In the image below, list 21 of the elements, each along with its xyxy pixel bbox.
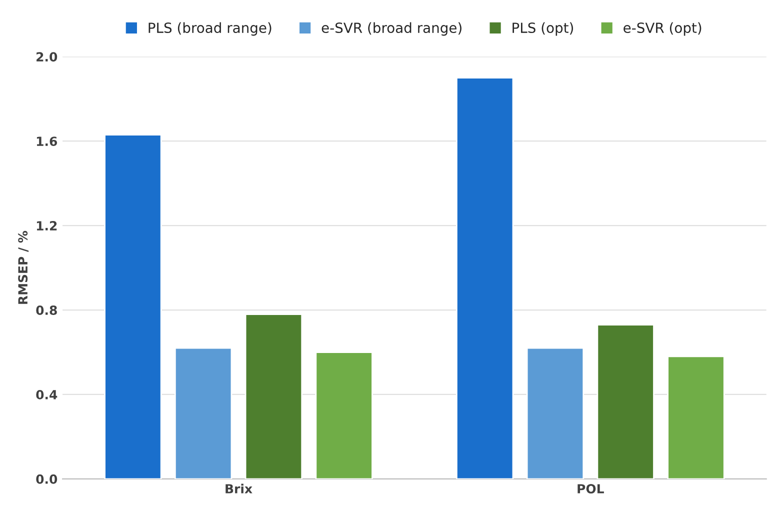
y-tick-label: 1.6	[36, 136, 58, 146]
bar	[596, 324, 654, 479]
bar	[244, 314, 303, 479]
bar	[526, 347, 584, 479]
y-tick-label: 0.0	[36, 474, 58, 484]
y-tick-label: 0.4	[36, 390, 58, 400]
bar	[456, 77, 514, 479]
legend-label: e-SVR (broad range)	[322, 22, 462, 36]
bar	[174, 347, 232, 479]
bar	[315, 352, 373, 479]
bar	[667, 356, 725, 479]
y-axis-title: RMSEP / %	[18, 230, 29, 304]
legend-label: PLS (broad range)	[148, 22, 272, 36]
y-tick-label: 1.2	[36, 221, 57, 230]
legend-label: PLS (opt)	[512, 22, 574, 36]
y-tick-label: 2.0	[36, 52, 58, 62]
x-tick-label: POL	[578, 484, 604, 494]
bar	[104, 134, 162, 479]
legend-label: e-SVR (opt)	[624, 22, 702, 36]
y-tick-label: 0.8	[36, 306, 57, 315]
x-tick-label: Brix	[226, 484, 252, 494]
